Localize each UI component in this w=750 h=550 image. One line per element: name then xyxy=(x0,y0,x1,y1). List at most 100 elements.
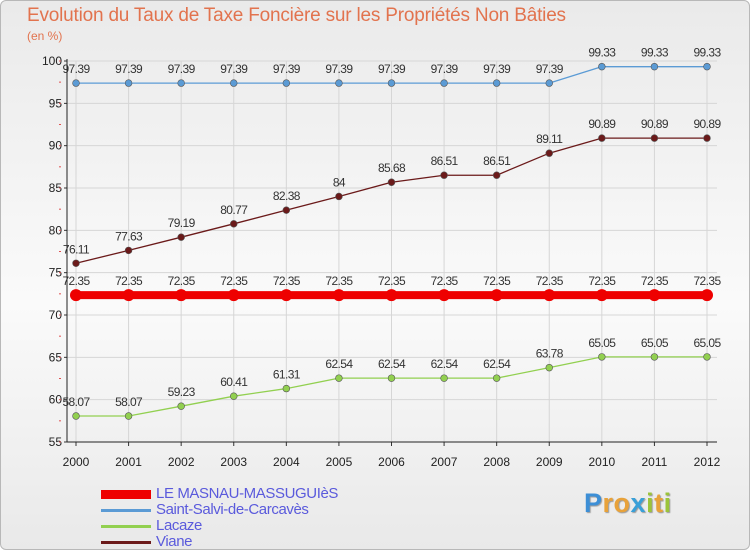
data-label: 97.39 xyxy=(431,62,459,76)
y-tick-label: 55 xyxy=(49,435,63,449)
data-point xyxy=(227,289,240,302)
data-label: 84 xyxy=(333,175,346,189)
data-label: 72.35 xyxy=(641,274,669,288)
data-label: 99.33 xyxy=(588,46,616,60)
data-point xyxy=(492,79,501,87)
data-label: 97.39 xyxy=(62,62,90,76)
data-label: 99.33 xyxy=(641,46,669,60)
legend-item: Saint-Salvi-de-Carcavès xyxy=(101,501,441,518)
data-label: 72.35 xyxy=(62,274,90,288)
data-point xyxy=(72,79,80,87)
data-label: 90.89 xyxy=(693,117,721,131)
data-point xyxy=(440,79,448,87)
data-label: 97.39 xyxy=(220,62,248,76)
data-label: 62.54 xyxy=(431,357,459,371)
data-label: 85.68 xyxy=(378,161,406,175)
data-point xyxy=(280,289,293,302)
chart-title: Evolution du Taux de Taxe Foncière sur l… xyxy=(27,5,566,26)
data-label: 63.78 xyxy=(536,347,564,361)
data-point xyxy=(387,79,396,87)
logo-letter: x xyxy=(630,488,647,518)
data-label: 60.41 xyxy=(220,375,248,389)
data-point xyxy=(598,353,606,361)
y-tick-label: 60 xyxy=(49,393,63,407)
series-0 xyxy=(70,289,713,302)
data-point xyxy=(124,246,133,255)
x-tick-label: 2010 xyxy=(588,455,615,469)
data-label: 90.89 xyxy=(641,117,669,131)
x-tick-label: 2009 xyxy=(536,455,563,469)
data-point xyxy=(177,233,185,241)
data-point xyxy=(701,289,713,302)
data-point xyxy=(387,374,396,382)
data-point xyxy=(703,353,711,361)
series-1 xyxy=(72,62,711,87)
chart-subtitle: (en %) xyxy=(27,29,63,43)
legend-label: LE MASNAU-MASSUGUIèS xyxy=(156,485,339,502)
data-label: 77.63 xyxy=(115,229,143,243)
data-label: 97.39 xyxy=(536,62,564,76)
data-label: 58.07 xyxy=(62,395,90,409)
data-point xyxy=(177,79,185,87)
data-label: 97.39 xyxy=(115,62,143,76)
data-label: 97.39 xyxy=(378,62,406,76)
data-point xyxy=(335,374,343,382)
data-point xyxy=(124,412,133,420)
y-tick-label: 80 xyxy=(49,223,63,237)
data-label: 72.35 xyxy=(273,274,301,288)
data-point xyxy=(230,392,238,400)
data-point xyxy=(122,289,135,302)
data-label: 80.77 xyxy=(220,203,248,217)
data-label: 72.35 xyxy=(378,274,406,288)
data-label: 97.39 xyxy=(273,62,301,76)
data-label: 82.38 xyxy=(273,189,301,203)
data-point xyxy=(124,79,133,87)
data-label: 86.51 xyxy=(483,154,511,168)
axis-layer: 55 60 65 70 75 80 85 90 95 100 2000 2001 2002 2003 200… xyxy=(42,54,721,469)
data-label: 72.35 xyxy=(536,274,564,288)
data-point xyxy=(490,289,503,302)
data-label: 61.31 xyxy=(273,368,301,382)
legend-swatch xyxy=(101,509,151,512)
data-label: 97.39 xyxy=(325,62,353,76)
x-tick-label: 2001 xyxy=(115,455,142,469)
data-point xyxy=(387,178,396,186)
data-label: 76.11 xyxy=(63,242,90,256)
y-tick-label: 70 xyxy=(49,308,63,322)
data-point xyxy=(335,79,343,87)
legend-swatch xyxy=(101,541,151,544)
data-label: 72.35 xyxy=(220,274,248,288)
logo-letter: i xyxy=(646,488,655,518)
data-label: 62.54 xyxy=(483,357,511,371)
data-label: 99.33 xyxy=(693,46,721,60)
series-3 xyxy=(72,134,711,267)
data-point xyxy=(543,289,556,302)
x-tick-label: 2003 xyxy=(220,455,247,469)
x-tick-label: 2004 xyxy=(273,455,300,469)
data-point xyxy=(332,289,345,302)
legend-label: Viane xyxy=(156,533,193,550)
y-tick-label: 85 xyxy=(49,181,63,195)
x-tick-label: 2008 xyxy=(483,455,510,469)
series-layer xyxy=(70,62,713,420)
legend: LE MASNAU-MASSUGUIèS Saint-Salvi-de-Carc… xyxy=(101,485,441,550)
x-tick-label: 2000 xyxy=(63,455,90,469)
data-point xyxy=(282,384,291,393)
legend-label: Lacaze xyxy=(156,517,202,534)
data-point xyxy=(440,171,448,179)
data-label: 59.23 xyxy=(168,385,196,399)
data-point xyxy=(703,134,711,142)
data-point xyxy=(492,374,501,382)
x-tick-label: 2005 xyxy=(326,455,353,469)
legend-swatch xyxy=(101,490,151,499)
data-label: 97.39 xyxy=(483,62,511,76)
x-tick-label: 2002 xyxy=(168,455,195,469)
data-point xyxy=(545,363,553,372)
data-label: 97.39 xyxy=(168,62,196,76)
legend-label: Saint-Salvi-de-Carcavès xyxy=(156,501,309,518)
data-point xyxy=(175,289,188,302)
grid-layer xyxy=(67,60,717,443)
data-label: 72.35 xyxy=(168,274,196,288)
